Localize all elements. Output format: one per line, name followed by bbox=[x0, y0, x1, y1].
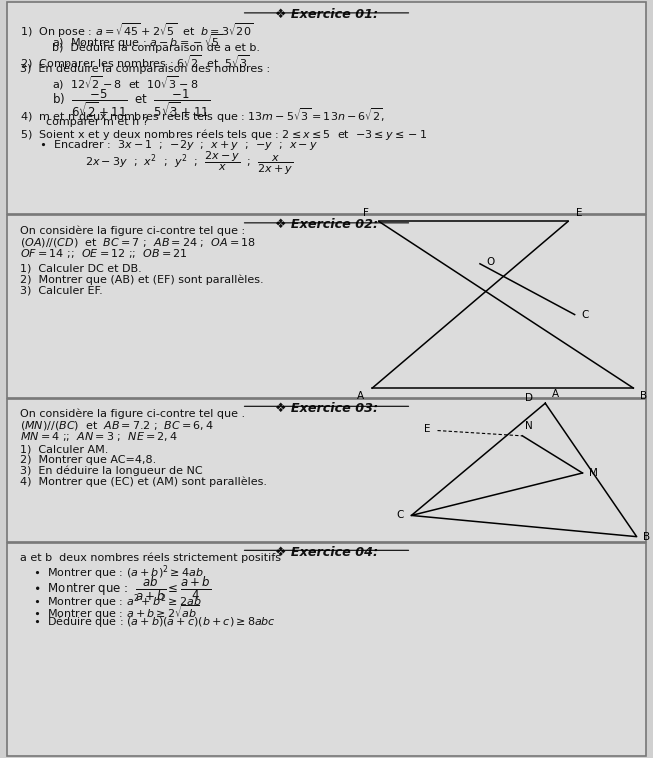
Text: a)  $12\sqrt{2} - 8$  et  $10\sqrt{3} - 8$: a) $12\sqrt{2} - 8$ et $10\sqrt{3} - 8$ bbox=[52, 74, 199, 92]
Text: A: A bbox=[357, 391, 364, 401]
Text: 2)  Montrer que AC=4,8.: 2) Montrer que AC=4,8. bbox=[20, 455, 156, 465]
Text: M: M bbox=[589, 468, 598, 478]
Text: F: F bbox=[363, 208, 369, 218]
Bar bbox=[7, 543, 646, 756]
Text: $\bullet$  Montrer que : $a^2 + b^2 \geq 2ab$: $\bullet$ Montrer que : $a^2 + b^2 \geq … bbox=[33, 593, 201, 612]
Text: 3)  Calculer EF.: 3) Calculer EF. bbox=[20, 285, 103, 295]
Text: a et b  deux nombres réels strictement positifs: a et b deux nombres réels strictement po… bbox=[20, 553, 281, 563]
Text: a)  Montrer que : $a - b = -\sqrt{5}$: a) Montrer que : $a - b = -\sqrt{5}$ bbox=[52, 32, 223, 51]
Text: N: N bbox=[525, 421, 533, 431]
Text: ❖ Exercice 04:: ❖ Exercice 04: bbox=[275, 546, 378, 559]
Text: C: C bbox=[581, 309, 588, 320]
Text: 2)  Montrer que (AB) et (EF) sont parallèles.: 2) Montrer que (AB) et (EF) sont parallè… bbox=[20, 274, 263, 285]
Text: C: C bbox=[396, 510, 404, 521]
Text: $(OA)//(CD)$  et  $BC=7$ ;  $AB=24$ ;  $OA=18$: $(OA)//(CD)$ et $BC=7$ ; $AB=24$ ; $OA=1… bbox=[20, 236, 256, 249]
Text: 4)  m et n deux nombres réels tels que : $13m - 5\sqrt{3} = 13n - 6\sqrt{2}$,: 4) m et n deux nombres réels tels que : … bbox=[20, 106, 385, 125]
Text: D: D bbox=[525, 393, 533, 402]
Text: $2x-3y$  ;  $x^2$  ;  $y^2$  ;  $\dfrac{2x-y}{x}$  ;  $\dfrac{x}{2x+y}$: $2x-3y$ ; $x^2$ ; $y^2$ ; $\dfrac{2x-y}{… bbox=[85, 149, 293, 177]
Text: 2)  Comparer les nombres : $6\sqrt{2}$  et  $5\sqrt{3}$: 2) Comparer les nombres : $6\sqrt{2}$ et… bbox=[20, 53, 249, 72]
Bar bbox=[7, 2, 646, 214]
Text: 1)  On pose : $a = \sqrt{45} + 2\sqrt{5}$  et  $b = 3\sqrt{20}$: 1) On pose : $a = \sqrt{45} + 2\sqrt{5}$… bbox=[20, 21, 253, 40]
Text: A: A bbox=[552, 390, 559, 399]
Text: 3)  En déduire la longueur de NC: 3) En déduire la longueur de NC bbox=[20, 465, 202, 476]
Text: E: E bbox=[576, 208, 582, 218]
Text: comparer m et n ?: comparer m et n ? bbox=[46, 117, 148, 127]
Bar bbox=[7, 399, 646, 542]
Text: b)  Déduire la comparaison de a et b.: b) Déduire la comparaison de a et b. bbox=[52, 42, 261, 53]
Text: $OF=14$ ;;  $OE=12$ ;;  $OB=21$: $OF=14$ ;; $OE=12$ ;; $OB=21$ bbox=[20, 247, 187, 260]
Text: On considère la figure ci-contre tel que :: On considère la figure ci-contre tel que… bbox=[20, 226, 245, 236]
Text: ❖ Exercice 02:: ❖ Exercice 02: bbox=[275, 218, 378, 231]
Text: E: E bbox=[424, 424, 431, 434]
Text: On considère la figure ci-contre tel que .: On considère la figure ci-contre tel que… bbox=[20, 409, 245, 419]
Text: $MN=4$ ;;  $AN=3$ ;  $NE=2,4$: $MN=4$ ;; $AN=3$ ; $NE=2,4$ bbox=[20, 430, 178, 443]
Text: $\bullet$  Montrer que :  $\dfrac{ab}{a+b} \leq \dfrac{a+b}{4}$: $\bullet$ Montrer que : $\dfrac{ab}{a+b}… bbox=[33, 575, 211, 603]
Text: B: B bbox=[640, 391, 647, 401]
Text: 5)  Soient x et y deux nombres réels tels que : $2 \leq x \leq 5$  et  $-3 \leq : 5) Soient x et y deux nombres réels tels… bbox=[20, 127, 427, 143]
Text: $\bullet$  Montrer que : $a + b \geq 2\sqrt{ab}$: $\bullet$ Montrer que : $a + b \geq 2\sq… bbox=[33, 603, 199, 622]
Text: $\bullet$  Encadrer :  $3x-1$  ;  $-2y$  ;  $x+y$  ;  $-y$  ;  $x-y$: $\bullet$ Encadrer : $3x-1$ ; $-2y$ ; $x… bbox=[39, 138, 318, 152]
Text: $\bullet$  Déduire que : $(a+b)(a+c)(b+c) \geq 8abc$: $\bullet$ Déduire que : $(a+b)(a+c)(b+c)… bbox=[33, 614, 276, 629]
Text: O: O bbox=[486, 257, 495, 268]
Text: 3)  En déduire la comparaison des nombres :: 3) En déduire la comparaison des nombres… bbox=[20, 64, 270, 74]
Text: 4)  Montrer que (EC) et (AM) sont parallèles.: 4) Montrer que (EC) et (AM) sont parallè… bbox=[20, 476, 266, 487]
Text: B: B bbox=[643, 531, 650, 542]
Text: 1)  Calculer DC et DB.: 1) Calculer DC et DB. bbox=[20, 264, 141, 274]
Text: $\bullet$  Montrer que : $(a+b)^2 \geq 4ab$: $\bullet$ Montrer que : $(a+b)^2 \geq 4a… bbox=[33, 563, 204, 582]
Text: 1)  Calculer AM.: 1) Calculer AM. bbox=[20, 444, 108, 454]
Text: ❖ Exercice 01:: ❖ Exercice 01: bbox=[275, 8, 378, 20]
Bar bbox=[7, 215, 646, 398]
Text: ❖ Exercice 03:: ❖ Exercice 03: bbox=[275, 402, 378, 415]
Text: $(MN)//(BC)$  et  $AB=7.2$ ;  $BC=6,4$: $(MN)//(BC)$ et $AB=7.2$ ; $BC=6,4$ bbox=[20, 419, 214, 432]
Text: b)  $\dfrac{-5}{6\sqrt{2}+11}$  et  $\dfrac{-1}{5\sqrt{3}+11}$: b) $\dfrac{-5}{6\sqrt{2}+11}$ et $\dfrac… bbox=[52, 88, 210, 119]
